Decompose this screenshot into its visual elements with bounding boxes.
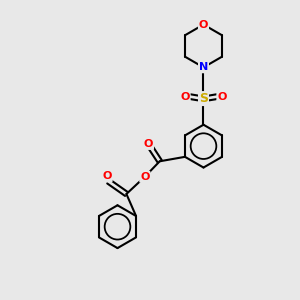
Text: O: O bbox=[180, 92, 190, 102]
Text: O: O bbox=[140, 172, 149, 182]
Text: O: O bbox=[199, 20, 208, 30]
Text: O: O bbox=[144, 139, 153, 149]
Text: O: O bbox=[102, 171, 112, 181]
Text: S: S bbox=[199, 92, 208, 105]
Text: O: O bbox=[217, 92, 226, 102]
Text: N: N bbox=[199, 62, 208, 72]
